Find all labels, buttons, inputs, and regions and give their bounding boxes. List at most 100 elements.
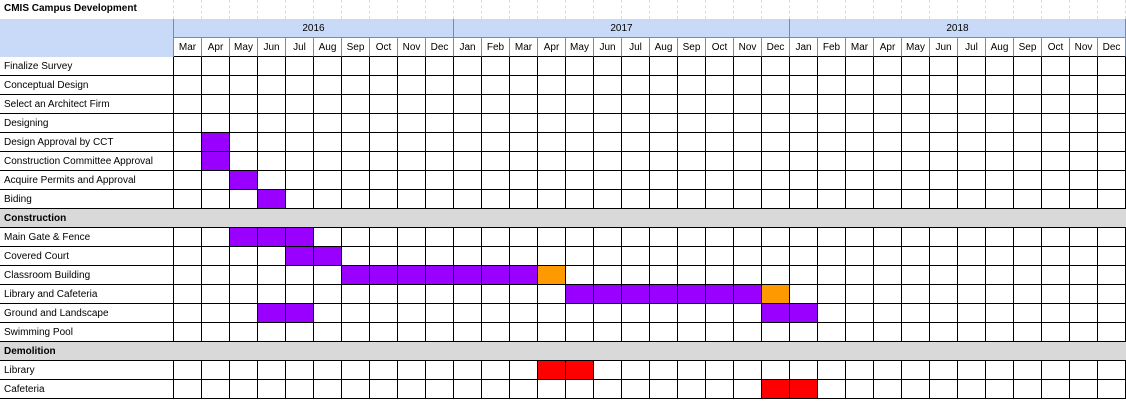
timeline-cell[interactable] <box>846 171 874 190</box>
year-header-2017[interactable]: 2017 <box>454 19 790 38</box>
sheet-title[interactable]: CMIS Campus Development <box>4 3 137 14</box>
task-name-cell[interactable]: Classroom Building <box>0 266 174 285</box>
timeline-cell[interactable] <box>846 285 874 304</box>
timeline-cell[interactable] <box>622 266 650 285</box>
timeline-cell[interactable] <box>790 95 818 114</box>
timeline-cell[interactable] <box>622 228 650 247</box>
timeline-cell[interactable] <box>762 361 790 380</box>
timeline-cell[interactable] <box>566 380 594 399</box>
timeline-cell[interactable] <box>818 361 846 380</box>
timeline-cell[interactable] <box>370 190 398 209</box>
timeline-cell[interactable] <box>622 152 650 171</box>
timeline-cell[interactable] <box>174 133 202 152</box>
timeline-cell[interactable] <box>398 57 426 76</box>
timeline-cell[interactable] <box>762 323 790 342</box>
timeline-cell[interactable] <box>1014 114 1042 133</box>
timeline-cell[interactable] <box>734 323 762 342</box>
timeline-cell[interactable] <box>818 323 846 342</box>
timeline-cell[interactable] <box>622 171 650 190</box>
timeline-cell[interactable] <box>734 380 762 399</box>
timeline-cell[interactable] <box>426 152 454 171</box>
timeline-cell[interactable] <box>202 285 230 304</box>
timeline-cell[interactable] <box>930 323 958 342</box>
timeline-cell[interactable] <box>174 304 202 323</box>
timeline-cell[interactable] <box>930 361 958 380</box>
timeline-cell[interactable] <box>902 57 930 76</box>
month-header[interactable]: Sep <box>678 38 706 57</box>
timeline-cell[interactable] <box>1098 304 1126 323</box>
timeline-cell[interactable] <box>370 95 398 114</box>
timeline-cell[interactable] <box>650 133 678 152</box>
task-name-cell[interactable]: Conceptual Design <box>0 76 174 95</box>
timeline-cell[interactable] <box>426 57 454 76</box>
timeline-cell[interactable] <box>678 228 706 247</box>
timeline-cell[interactable] <box>986 323 1014 342</box>
timeline-cell[interactable] <box>678 57 706 76</box>
timeline-cell[interactable] <box>706 190 734 209</box>
timeline-cell[interactable] <box>314 95 342 114</box>
timeline-cell[interactable] <box>398 114 426 133</box>
timeline-cell[interactable] <box>762 228 790 247</box>
timeline-cell[interactable] <box>762 247 790 266</box>
timeline-cell[interactable] <box>482 76 510 95</box>
month-header[interactable]: Jul <box>958 38 986 57</box>
task-name-cell[interactable]: Swimming Pool <box>0 323 174 342</box>
timeline-cell[interactable] <box>538 57 566 76</box>
month-header[interactable]: Mar <box>510 38 538 57</box>
year-header-2018[interactable]: 2018 <box>790 19 1126 38</box>
timeline-cell[interactable] <box>454 190 482 209</box>
timeline-cell[interactable] <box>622 190 650 209</box>
timeline-cell[interactable] <box>594 114 622 133</box>
timeline-cell[interactable] <box>874 361 902 380</box>
timeline-cell[interactable] <box>230 114 258 133</box>
timeline-cell[interactable] <box>286 361 314 380</box>
timeline-cell[interactable] <box>1042 285 1070 304</box>
timeline-cell[interactable] <box>706 133 734 152</box>
timeline-cell[interactable] <box>482 323 510 342</box>
timeline-cell[interactable] <box>286 114 314 133</box>
timeline-cell[interactable] <box>622 57 650 76</box>
month-header[interactable]: Oct <box>1042 38 1070 57</box>
timeline-cell[interactable] <box>622 247 650 266</box>
timeline-cell[interactable] <box>566 266 594 285</box>
timeline-cell[interactable] <box>706 323 734 342</box>
timeline-cell[interactable] <box>426 171 454 190</box>
timeline-cell[interactable] <box>538 114 566 133</box>
timeline-cell[interactable] <box>986 304 1014 323</box>
timeline-cell[interactable] <box>706 152 734 171</box>
timeline-cell[interactable] <box>1070 152 1098 171</box>
timeline-cell[interactable] <box>370 361 398 380</box>
timeline-cell[interactable] <box>566 152 594 171</box>
timeline-cell[interactable] <box>678 323 706 342</box>
timeline-cell[interactable] <box>790 152 818 171</box>
timeline-cell[interactable] <box>482 133 510 152</box>
timeline-cell[interactable] <box>930 133 958 152</box>
timeline-cell[interactable] <box>482 361 510 380</box>
timeline-cell[interactable] <box>426 190 454 209</box>
timeline-cell[interactable] <box>230 323 258 342</box>
timeline-cell[interactable] <box>1070 380 1098 399</box>
month-header[interactable]: Oct <box>706 38 734 57</box>
timeline-cell[interactable] <box>846 76 874 95</box>
timeline-cell[interactable] <box>398 228 426 247</box>
timeline-cell[interactable] <box>734 304 762 323</box>
timeline-cell[interactable] <box>678 171 706 190</box>
timeline-cell[interactable] <box>1014 380 1042 399</box>
month-header[interactable]: Sep <box>342 38 370 57</box>
timeline-cell[interactable] <box>958 285 986 304</box>
timeline-cell[interactable] <box>342 133 370 152</box>
timeline-cell[interactable] <box>510 133 538 152</box>
month-header[interactable]: Nov <box>398 38 426 57</box>
timeline-cell[interactable] <box>174 190 202 209</box>
timeline-cell[interactable] <box>510 304 538 323</box>
timeline-cell[interactable] <box>790 285 818 304</box>
timeline-cell[interactable] <box>566 57 594 76</box>
timeline-cell[interactable] <box>454 133 482 152</box>
timeline-cell[interactable] <box>622 76 650 95</box>
timeline-cell[interactable] <box>734 247 762 266</box>
timeline-cell[interactable] <box>734 95 762 114</box>
timeline-cell[interactable] <box>482 304 510 323</box>
timeline-cell[interactable] <box>902 285 930 304</box>
timeline-cell[interactable] <box>1014 247 1042 266</box>
timeline-cell[interactable] <box>510 171 538 190</box>
